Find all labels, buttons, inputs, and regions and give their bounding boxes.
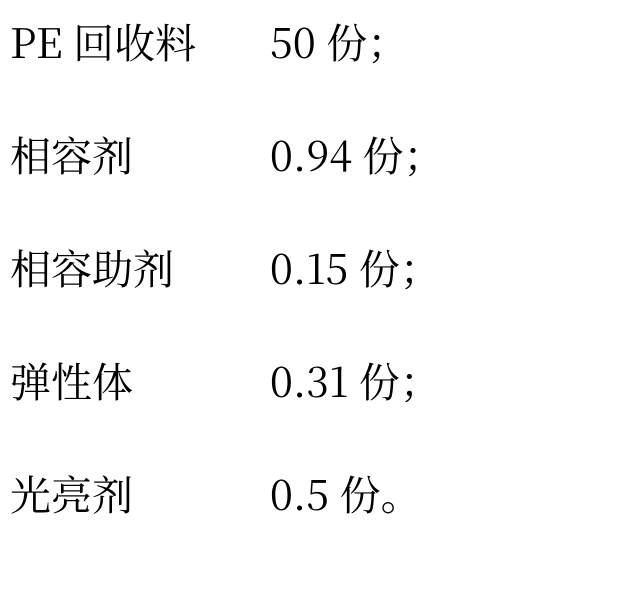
list-item: 光亮剂 0.5 份。 <box>10 472 628 513</box>
ingredient-label: 光亮剂 <box>10 472 270 513</box>
ingredient-amount: 0.31 份； <box>270 359 441 400</box>
ingredient-amount: 0.15 份； <box>270 246 441 287</box>
ingredient-amount: 0.94 份； <box>270 133 445 174</box>
ingredient-label: 弹性体 <box>10 359 270 400</box>
composition-list: PE 回收料 50 份； 相容剂 0.94 份； 相容助剂 0.15 份； 弹性… <box>0 0 628 513</box>
ingredient-label: 相容剂 <box>10 133 270 174</box>
list-item: 弹性体 0.31 份； <box>10 359 628 400</box>
list-item: PE 回收料 50 份； <box>10 20 628 61</box>
ingredient-amount: 50 份； <box>270 20 408 61</box>
list-item: 相容助剂 0.15 份； <box>10 246 628 287</box>
ingredient-label: PE 回收料 <box>10 20 270 61</box>
ingredient-label: 相容助剂 <box>10 246 270 287</box>
ingredient-amount: 0.5 份。 <box>270 472 422 513</box>
list-item: 相容剂 0.94 份； <box>10 133 628 174</box>
